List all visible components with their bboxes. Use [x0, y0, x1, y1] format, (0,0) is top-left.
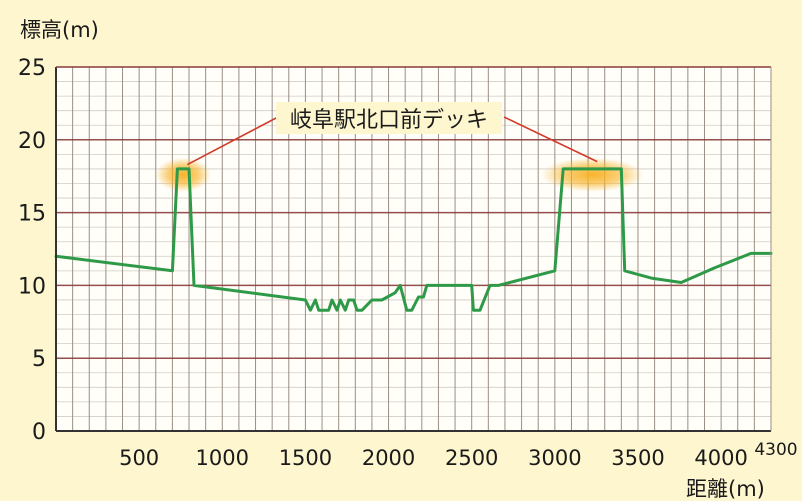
highlights: [155, 157, 644, 192]
callout-line-right: [503, 116, 598, 163]
series-line: [54, 167, 773, 312]
highlight-glow: [541, 157, 644, 192]
highlight-glow: [155, 157, 212, 192]
annotation-label-background: [276, 102, 502, 134]
y-tick-label: 0: [32, 420, 46, 445]
x-tick-label: 2500: [445, 446, 498, 470]
x-tick-label: 500: [119, 446, 159, 470]
annotation-label: 岐阜駅北口前デッキ: [290, 108, 488, 133]
y-tick-label: 5: [32, 347, 46, 372]
y-tick-label: 20: [18, 129, 46, 154]
x-tick-label: 4300: [754, 440, 797, 460]
x-tick-label: 1000: [196, 446, 249, 470]
callout-line-left: [187, 116, 279, 166]
x-tick-label: 2000: [362, 446, 415, 470]
x-tick-label: 3000: [528, 446, 581, 470]
axes: 0 5 10 15 20 25 500 1000 1500 2000 2500 3000 3500 400…: [18, 56, 798, 470]
y-tick-label: 10: [18, 274, 46, 299]
x-tick-label: 4000: [694, 446, 747, 470]
y-axis-label: 標高(m): [20, 18, 99, 42]
annotation-callout: [187, 116, 598, 166]
y-tick-label: 15: [18, 202, 46, 227]
x-tick-label: 1500: [279, 446, 332, 470]
data-series: [54, 167, 773, 312]
x-tick-label: 3500: [611, 446, 664, 470]
y-tick-label: 25: [18, 56, 46, 81]
x-axis-label: 距離(m): [686, 477, 765, 501]
